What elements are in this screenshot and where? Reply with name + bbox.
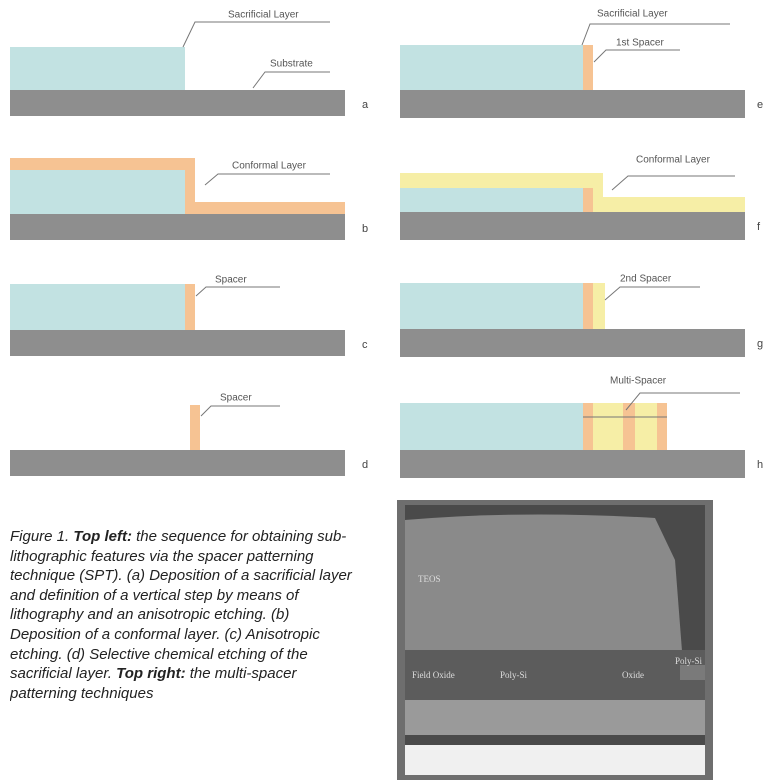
substrate: [10, 214, 345, 240]
leader: [594, 50, 680, 62]
label: Multi-Spacer: [610, 376, 667, 387]
substrate: [10, 450, 345, 476]
panel-letter: c: [362, 339, 368, 351]
spacer: [185, 284, 195, 330]
spacer: [593, 283, 605, 329]
panel-letter: b: [362, 223, 368, 235]
sacrificial-layer: [10, 284, 185, 330]
label: 1st Spacer: [616, 38, 664, 49]
label: Poly-Si: [500, 670, 528, 680]
caption-bold: Top left:: [73, 528, 132, 545]
caption-bold: Top right:: [116, 665, 185, 682]
label: Oxide: [622, 670, 644, 680]
panel-letter: g: [757, 338, 763, 350]
spacer: [190, 405, 200, 450]
caption: Figure 1. Top left: the sequence for obt…: [10, 527, 362, 780]
leader: [201, 406, 280, 416]
label: Substrate: [270, 59, 313, 70]
substrate: [405, 700, 705, 735]
panel-letter: e: [757, 99, 763, 111]
spacer: [583, 403, 593, 450]
caption-text: the sequence for obtaining sub-lithograp…: [10, 528, 352, 682]
label: Spacer: [220, 393, 252, 404]
sacrificial-layer: [400, 283, 583, 329]
panel-letter: f: [757, 221, 761, 233]
poly-si: [680, 665, 705, 680]
sem-image: TEOS Poly-Si Field Oxide Poly-Si Oxide: [397, 500, 713, 780]
leader: [612, 176, 735, 190]
sacrificial-layer: [10, 47, 185, 90]
leader: [253, 72, 330, 88]
leader: [196, 287, 280, 296]
spacer: [623, 403, 635, 450]
label: 2nd Spacer: [620, 274, 672, 285]
sacrificial-layer: [400, 45, 583, 90]
sacrificial-layer: [400, 403, 583, 450]
substrate: [400, 450, 745, 478]
sacrificial-layer: [400, 188, 583, 212]
substrate: [400, 329, 745, 357]
spacer: [583, 283, 593, 329]
spacer: [583, 188, 593, 212]
panel-letter: a: [362, 99, 369, 111]
label: Spacer: [215, 275, 247, 286]
sacrificial-layer: [10, 170, 185, 214]
label: Conformal Layer: [636, 155, 711, 166]
label: Sacrificial Layer: [228, 10, 299, 21]
substrate: [400, 212, 745, 240]
spacer: [657, 403, 667, 450]
page: Sacrificial Layer Substrate a Conformal …: [0, 0, 765, 780]
spacer: [583, 45, 593, 90]
panel-letter: d: [362, 459, 368, 471]
substrate: [10, 90, 345, 116]
substrate: [10, 330, 345, 356]
substrate: [400, 90, 745, 118]
panel-letter: h: [757, 459, 763, 471]
spacer: [593, 403, 623, 450]
spacer: [635, 403, 657, 450]
label: Sacrificial Layer: [597, 9, 668, 20]
leader: [183, 22, 330, 47]
leader: [605, 287, 700, 300]
info-bar: [405, 745, 705, 775]
leader: [205, 174, 330, 185]
label: Field Oxide: [412, 670, 455, 680]
caption-text: Figure 1.: [10, 528, 73, 545]
label: TEOS: [418, 574, 441, 584]
label: Poly-Si: [675, 656, 703, 666]
label: Conformal Layer: [232, 161, 307, 172]
